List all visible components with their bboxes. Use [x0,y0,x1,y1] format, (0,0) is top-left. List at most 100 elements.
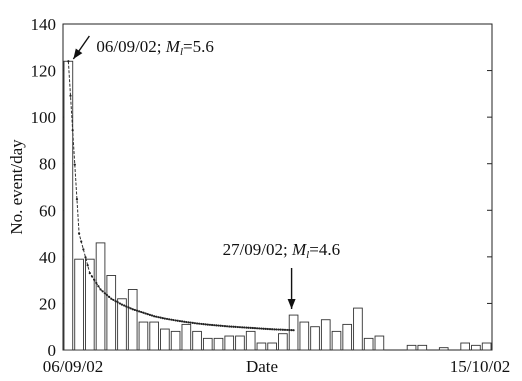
fit-curve-marker [281,328,284,331]
fit-curve-marker [279,328,282,331]
fit-curve-marker [172,318,175,322]
annotation-2-label: 27/09/02; Ml=4.6 [223,240,341,261]
fit-curve-marker [88,272,91,275]
fit-curve-marker [170,318,173,321]
fit-curve-marker [75,198,79,201]
y-tick-label: 40 [39,248,56,267]
fit-curve-marker [251,326,254,330]
bar [363,337,374,351]
bar [117,298,127,351]
annotations: 06/09/02; Ml=5.6 27/09/02; Ml=4.6 [72,35,341,309]
bar [342,323,353,351]
fit-curve-marker [262,327,265,330]
fit-curve-marker [118,302,121,305]
bar [181,323,192,351]
bars [63,60,492,351]
fit-curve-marker [234,325,237,329]
fit-curve-marker [238,326,242,329]
bar [202,337,213,351]
fit-curve-marker [127,306,130,309]
fit-curve-marker [249,326,252,329]
bar [160,328,170,351]
fit-curve-marker [99,288,102,291]
fit-curve-marker [80,240,83,243]
fit-curve-marker [273,328,276,331]
fit-curve-marker [178,319,182,323]
fit-curve-marker [142,311,145,314]
fit-curve-marker [204,323,207,326]
fit-curve-marker [97,285,100,288]
fit-curve-marker [161,316,164,320]
fit-curve-marker [191,321,194,324]
bar [288,314,299,351]
bar [471,344,481,351]
fit-curve-marker [144,312,147,315]
fit-curve-marker [165,317,169,321]
fit-curve-marker [131,308,134,311]
fit-curve-marker [187,321,190,324]
y-tick-label: 120 [31,62,57,81]
fit-curve-marker [150,314,154,317]
fit-curve-marker [193,322,197,325]
fit-curve-marker [82,248,85,251]
fit-curve-marker [125,305,128,308]
fit-curve-marker [256,327,259,330]
fit-curve-marker [202,323,205,326]
fit-curve-marker [93,278,96,281]
fit-curve-marker [155,315,158,318]
fit-curve-marker [200,322,203,326]
fit-curve-marker [264,327,267,330]
fit-curve-marker [288,328,291,332]
fit-curve-marker [159,316,162,319]
fit-curve-marker [213,324,216,327]
fit-curve-marker [103,292,106,295]
bar [417,344,428,351]
fit-curve-marker [67,60,70,63]
bar [235,335,245,351]
fit-curve-marker [105,293,109,297]
fit-curve-marker [163,317,166,320]
bar [84,258,95,351]
bar [481,342,492,351]
fit-curve-marker [217,324,220,327]
x-end-label: 15/10/02 [450,357,510,376]
bar [331,330,342,351]
bar [406,344,417,351]
fit-curve-marker [253,327,257,330]
fit-curve-marker [73,163,76,166]
bar [460,342,471,351]
y-tick-label: 0 [48,341,57,360]
fit-curve-marker [219,324,222,327]
bar [224,335,235,351]
fit-curve-marker [183,320,186,323]
bar [267,342,277,351]
fit-curve-marker [247,326,250,329]
fit-curve-marker [133,308,136,312]
fit-curve-marker [221,324,224,328]
bar [256,342,267,351]
bar [278,333,288,351]
fit-curve-marker [277,328,280,331]
y-tick-label: 60 [39,201,56,220]
fit-curve-marker [208,323,212,326]
fit-curve-marker [286,328,289,332]
fit-curve-marker [86,264,89,267]
bar [127,289,138,351]
bar [95,242,106,351]
y-tick-label: 20 [39,294,56,313]
annotation-1-label: 06/09/02; Ml=5.6 [96,37,214,58]
fit-curve-marker [123,304,126,307]
bar [149,321,159,351]
bar [74,258,84,351]
fit-curve-marker [174,319,177,322]
fit-curve-marker [223,325,227,328]
fit-curve-marker [101,290,104,293]
fit-curve-marker [241,326,244,329]
fit-curve-marker [180,320,184,323]
fit-curve-marker [129,307,132,310]
y-axis-ticks: 0 20 40 60 80 100 120 140 [31,15,492,360]
fit-curve-marker [290,329,293,332]
fit-curve-marker [283,328,287,331]
fit-curve-marker [245,326,248,329]
bar [299,321,310,351]
